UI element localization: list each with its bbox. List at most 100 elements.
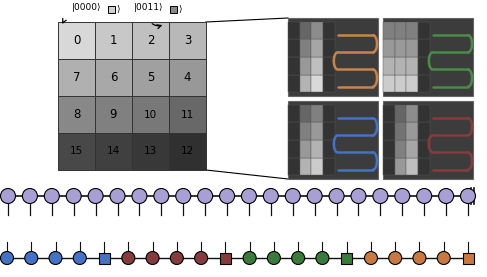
Circle shape (25, 252, 38, 265)
Bar (95, 96, 132, 133)
Circle shape (66, 189, 81, 204)
Text: |0000⟩: |0000⟩ (72, 4, 101, 12)
Circle shape (351, 189, 366, 204)
Circle shape (110, 189, 125, 204)
Bar (58, 59, 95, 96)
Bar (311, 57, 323, 75)
Bar (300, 122, 311, 140)
Bar (394, 22, 406, 39)
Text: 5: 5 (147, 71, 154, 84)
Bar (406, 140, 418, 158)
Bar (383, 18, 473, 96)
Text: 8: 8 (73, 108, 80, 121)
Bar (311, 22, 323, 39)
Bar (300, 57, 311, 75)
Circle shape (88, 189, 103, 204)
Bar (323, 140, 335, 158)
Circle shape (285, 189, 300, 204)
Bar (394, 57, 406, 75)
Circle shape (267, 252, 281, 265)
Bar (58, 22, 95, 59)
Bar (323, 158, 335, 175)
Bar (383, 101, 473, 179)
Bar (323, 75, 335, 92)
Bar (383, 122, 394, 140)
Text: 7: 7 (73, 71, 80, 84)
Bar (394, 158, 406, 175)
Bar (288, 75, 300, 92)
Text: 0: 0 (73, 34, 80, 47)
Bar (383, 140, 394, 158)
Bar (323, 122, 335, 140)
Bar (418, 39, 430, 57)
Bar (288, 105, 300, 122)
Bar (311, 122, 323, 140)
Bar (95, 59, 132, 96)
Bar (323, 22, 335, 39)
Bar (323, 57, 335, 75)
Bar (406, 158, 418, 175)
Circle shape (263, 189, 279, 204)
Bar (406, 122, 418, 140)
FancyArrowPatch shape (63, 19, 66, 23)
Circle shape (292, 252, 305, 265)
Text: 2: 2 (147, 34, 154, 47)
Bar (406, 105, 418, 122)
Bar (288, 57, 300, 75)
Circle shape (373, 189, 388, 204)
Bar (394, 105, 406, 122)
Circle shape (389, 252, 402, 265)
Text: 12: 12 (181, 147, 194, 157)
Bar (383, 57, 394, 75)
Bar (300, 22, 311, 39)
Bar (394, 140, 406, 158)
Bar (418, 75, 430, 92)
Text: |0011⟩: |0011⟩ (134, 4, 164, 12)
Circle shape (243, 252, 256, 265)
Bar (169, 133, 206, 170)
Bar (418, 57, 430, 75)
Bar (132, 59, 169, 96)
Bar (311, 39, 323, 57)
Bar (311, 158, 323, 175)
Circle shape (439, 189, 453, 204)
Bar (341, 253, 352, 263)
Circle shape (132, 189, 147, 204)
Bar (288, 39, 300, 57)
Bar (108, 6, 115, 13)
Circle shape (316, 252, 329, 265)
Bar (394, 75, 406, 92)
Circle shape (461, 189, 475, 204)
Circle shape (195, 252, 207, 265)
Bar (394, 122, 406, 140)
Text: ⟩: ⟩ (116, 4, 119, 14)
Circle shape (437, 252, 450, 265)
Circle shape (0, 252, 14, 265)
Bar (132, 22, 169, 59)
Bar (418, 158, 430, 175)
Bar (288, 158, 300, 175)
Circle shape (73, 252, 86, 265)
Circle shape (395, 189, 410, 204)
Text: ⟩: ⟩ (178, 4, 182, 14)
Circle shape (0, 189, 16, 204)
Bar (132, 96, 169, 133)
Bar (58, 133, 95, 170)
Bar (323, 105, 335, 122)
Text: 4: 4 (184, 71, 191, 84)
Circle shape (242, 189, 257, 204)
Text: 11: 11 (181, 109, 194, 119)
Text: 6: 6 (110, 71, 117, 84)
Bar (394, 39, 406, 57)
Circle shape (146, 252, 159, 265)
Bar (406, 39, 418, 57)
Bar (383, 39, 394, 57)
Text: 1: 1 (110, 34, 117, 47)
Bar (406, 57, 418, 75)
Bar (288, 18, 378, 96)
FancyArrowPatch shape (152, 24, 161, 29)
Bar (132, 133, 169, 170)
Bar (418, 105, 430, 122)
Circle shape (176, 189, 191, 204)
Bar (418, 140, 430, 158)
